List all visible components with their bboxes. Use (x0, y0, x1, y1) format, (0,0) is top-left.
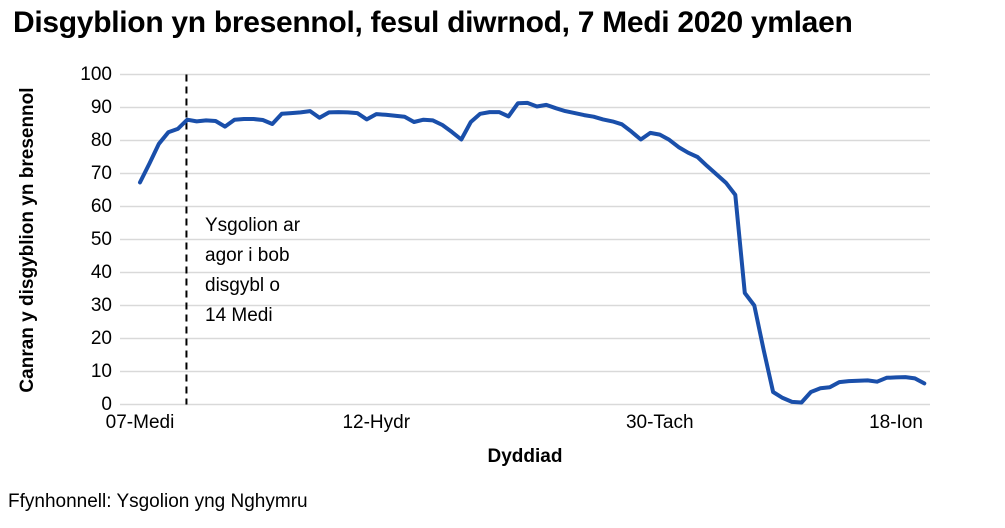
x-tick-label: 18-Ion (869, 412, 923, 433)
y-tick-label: 10 (90, 360, 112, 382)
x-tick-label: 30-Tach (625, 412, 694, 433)
y-tick-label: 20 (90, 327, 112, 349)
y-tick-label: 90 (90, 96, 112, 118)
y-tick-label: 70 (90, 162, 112, 184)
y-tick-label: 60 (90, 195, 112, 217)
y-tick-label: 80 (90, 129, 112, 151)
plot-area (120, 73, 930, 406)
source-note: Ffynhonnell: Ysgolion yng Nghymru (8, 491, 308, 512)
x-axis-title: Dyddiad (487, 446, 563, 467)
chart-title: Disgyblion yn bresennol, fesul diwrnod, … (13, 6, 853, 39)
data-line-attendance (138, 100, 927, 405)
y-tick-label: 40 (90, 261, 112, 283)
y-tick-label: 30 (90, 294, 112, 316)
x-tick-label: 07-Medi (105, 412, 175, 433)
annotation-text: Ysgolion ar agor i bob disgybl o 14 Medi (205, 215, 301, 326)
y-tick-label: 0 (101, 393, 112, 415)
x-tick-label: 12-Hydr (342, 412, 411, 433)
y-tick-label: 50 (90, 228, 112, 250)
y-tick-label: 100 (80, 63, 112, 85)
